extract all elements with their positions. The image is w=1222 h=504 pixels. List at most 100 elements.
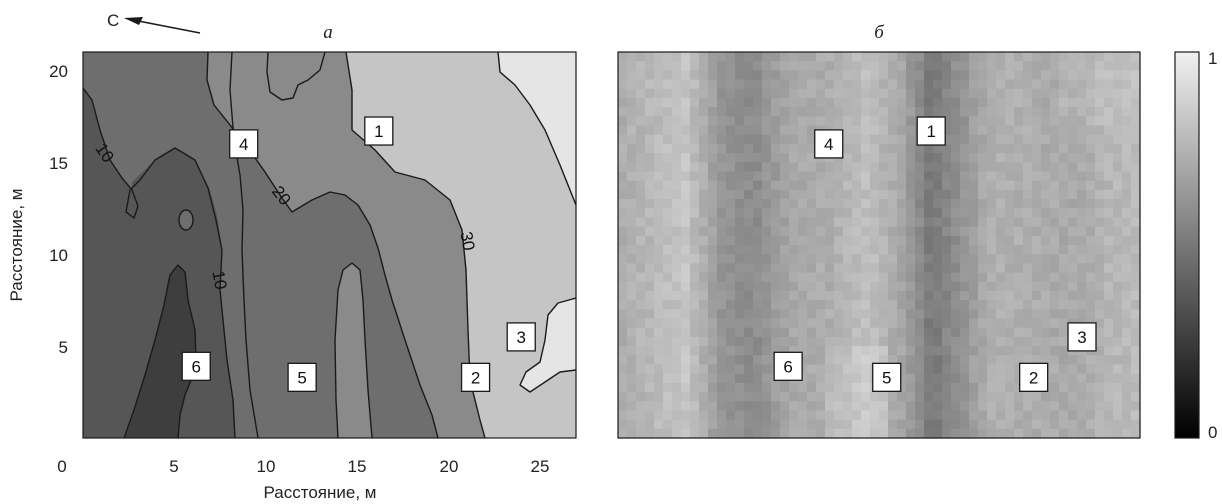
heatmap-cell: [1122, 272, 1132, 283]
heatmap-cell: [1077, 419, 1087, 430]
heatmap-cell: [978, 70, 988, 81]
heatmap-cell: [987, 125, 997, 136]
heatmap-cell: [1086, 199, 1096, 209]
heatmap-cell: [969, 245, 979, 255]
heatmap-cell: [1005, 107, 1015, 117]
heatmap-cell: [618, 162, 628, 173]
heatmap-cell: [1086, 300, 1096, 310]
heatmap-cell: [942, 134, 952, 145]
heatmap-cell: [1059, 134, 1069, 145]
heatmap-cell: [681, 143, 691, 154]
heatmap-cell: [960, 97, 970, 108]
heatmap-cell: [825, 281, 835, 292]
heatmap-cell: [951, 199, 961, 209]
heatmap-cell: [816, 97, 826, 108]
heatmap-cell: [870, 410, 880, 421]
heatmap-cell: [1014, 134, 1024, 145]
heatmap-cell: [1113, 392, 1123, 402]
heatmap-cell: [915, 318, 925, 329]
heatmap-cell: [1077, 281, 1087, 292]
heatmap-cell: [654, 217, 664, 228]
heatmap-cell: [627, 162, 637, 173]
heatmap-cell: [1032, 428, 1042, 439]
heatmap-cell: [825, 410, 835, 421]
heatmap-cell: [1086, 107, 1096, 117]
heatmap-cell: [735, 70, 745, 81]
heatmap-cell: [681, 134, 691, 145]
y-axis-label: Расстояние, м: [7, 189, 26, 302]
colorbar-gradient: [1174, 51, 1200, 439]
heatmap-cell: [1005, 318, 1015, 329]
heatmap-cell: [771, 162, 781, 173]
heatmap-cell: [1050, 300, 1060, 310]
heatmap-cell: [816, 171, 826, 182]
heatmap-cell: [807, 327, 817, 338]
heatmap-cell: [708, 235, 718, 246]
heatmap-cell: [1068, 263, 1078, 274]
heatmap-cell: [1077, 61, 1087, 71]
heatmap-cell: [960, 419, 970, 430]
heatmap-cell: [816, 52, 826, 62]
heatmap-cell: [951, 428, 961, 439]
heatmap-cell: [1005, 309, 1015, 320]
heatmap-cell: [1050, 88, 1060, 99]
heatmap-cell: [1086, 153, 1096, 163]
heatmap-cell: [933, 107, 943, 117]
heatmap-cell: [1086, 428, 1096, 439]
heatmap-cell: [807, 125, 817, 136]
heatmap-cell: [645, 364, 655, 375]
heatmap-cell: [978, 428, 988, 439]
heatmap-cell: [960, 88, 970, 99]
heatmap-cell: [663, 309, 673, 320]
heatmap-cell: [933, 162, 943, 173]
heatmap-cell: [762, 346, 772, 356]
heatmap-cell: [1113, 254, 1123, 264]
heatmap-cell: [645, 373, 655, 384]
heatmap-cell: [744, 382, 754, 393]
heatmap-cell: [843, 355, 853, 366]
heatmap-cell: [1050, 116, 1060, 127]
heatmap-cell: [915, 254, 925, 264]
heatmap-cell: [897, 199, 907, 209]
heatmap-cell: [1041, 428, 1051, 439]
heatmap-cell: [1014, 410, 1024, 421]
heatmap-cell: [1131, 97, 1141, 108]
heatmap-cell: [1023, 52, 1033, 62]
heatmap-cell: [663, 254, 673, 264]
heatmap-cell: [771, 199, 781, 209]
heatmap-cell: [789, 428, 799, 439]
heatmap-cell: [681, 364, 691, 375]
heatmap-cell: [825, 52, 835, 62]
heatmap-cell: [843, 199, 853, 209]
heatmap-cell: [978, 162, 988, 173]
heatmap-cell: [825, 355, 835, 366]
heatmap-cell: [924, 318, 934, 329]
heatmap-cell: [780, 70, 790, 81]
heatmap-cell: [897, 125, 907, 136]
heatmap-cell: [1050, 373, 1060, 384]
heatmap-cell: [1104, 52, 1114, 62]
heatmap-cell: [663, 245, 673, 255]
heatmap-cell: [870, 428, 880, 439]
heatmap-cell: [1113, 79, 1123, 90]
heatmap-cell: [834, 290, 844, 301]
heatmap-cell: [861, 61, 871, 71]
heatmap-cell: [708, 88, 718, 99]
heatmap-cell: [780, 300, 790, 310]
heatmap-cell: [771, 401, 781, 412]
heatmap-cell: [1032, 116, 1042, 127]
heatmap-cell: [1014, 327, 1024, 338]
heatmap-cell: [735, 134, 745, 145]
heatmap-cell: [933, 245, 943, 255]
heatmap-cell: [681, 107, 691, 117]
heatmap-cell: [1077, 88, 1087, 99]
heatmap-cell: [672, 254, 682, 264]
heatmap-cell: [1131, 125, 1141, 136]
heatmap-cell: [1122, 373, 1132, 384]
heatmap-cell: [1041, 189, 1051, 200]
heatmap-cell: [1032, 309, 1042, 320]
heatmap-cell: [735, 143, 745, 154]
heatmap-cell: [762, 125, 772, 136]
heatmap-cell: [618, 97, 628, 108]
heatmap-cell: [978, 364, 988, 375]
